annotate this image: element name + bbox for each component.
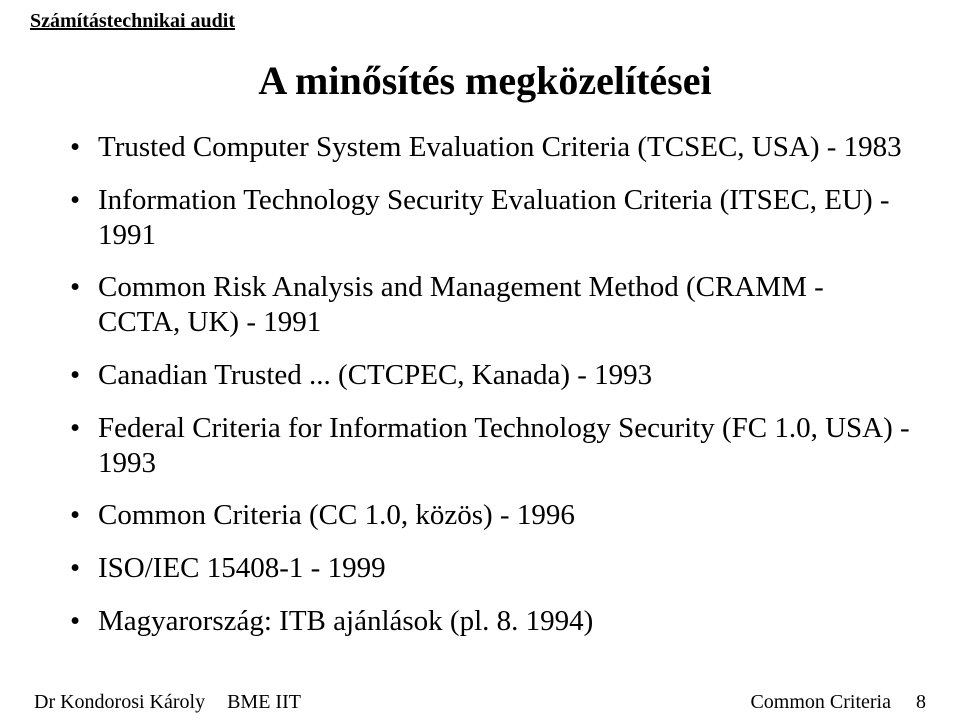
bullet-list: Trusted Computer System Evaluation Crite… (60, 130, 910, 639)
page-footer: Dr Kondorosi Károly BME IIT Common Crite… (30, 691, 930, 724)
page-header: Számítástechnikai audit (30, 10, 930, 39)
list-item: Trusted Computer System Evaluation Crite… (70, 130, 910, 165)
list-item: Magyarország: ITB ajánlások (pl. 8. 1994… (70, 604, 910, 639)
list-item: ISO/IEC 15408-1 - 1999 (70, 551, 910, 586)
list-item: Common Risk Analysis and Management Meth… (70, 270, 910, 340)
list-item: Common Criteria (CC 1.0, közös) - 1996 (70, 498, 910, 533)
header-text: Számítástechnikai audit (30, 10, 235, 32)
list-item: Federal Criteria for Information Technol… (70, 411, 910, 481)
list-item: Information Technology Security Evaluati… (70, 183, 910, 253)
slide-page: Számítástechnikai audit A minősítés megk… (0, 0, 960, 724)
footer-left: Dr Kondorosi Károly BME IIT (34, 691, 301, 714)
footer-page: 8 (916, 691, 926, 713)
footer-right: Common Criteria 8 (750, 691, 926, 714)
footer-author: Dr Kondorosi Károly (34, 691, 205, 714)
footer-org: BME IIT (227, 691, 301, 714)
content-area: A minősítés megközelítései Trusted Compu… (30, 39, 930, 691)
page-title: A minősítés megközelítései (60, 57, 910, 104)
footer-topic: Common Criteria (750, 691, 891, 713)
list-item: Canadian Trusted ... (CTCPEC, Kanada) - … (70, 358, 910, 393)
